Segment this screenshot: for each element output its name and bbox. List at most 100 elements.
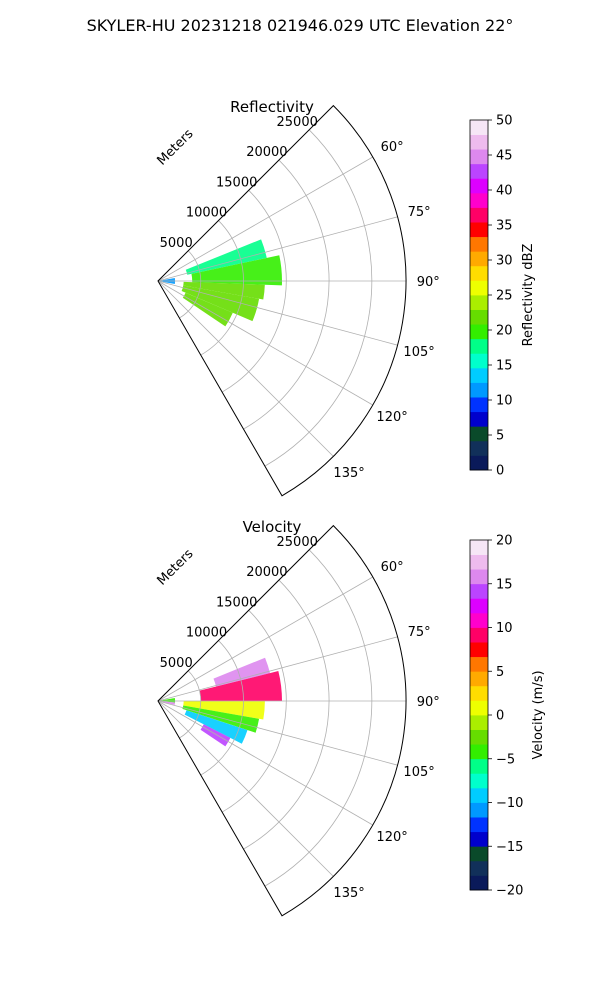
reflectivity-range-ring-1 [200, 220, 244, 356]
reflectivity-colorbar-tick-label-2: 10 [496, 394, 513, 409]
reflectivity-echo-region-1 [191, 255, 282, 286]
velocity-panel: Velocity 60° 75° 90° 105° 120° 135° 5000 10000 1… [155, 518, 546, 917]
reflectivity-azimuth-spoke-3 [157, 280, 398, 346]
reflectivity-colorbar-swatch-19 [470, 178, 488, 194]
velocity-tick-labels: 60° 75° 90° 105° 120° 135° 5000 10000 15000 20000… [160, 535, 440, 901]
reflectivity-colorbar: 0 5 10 15 20 25 30 35 40 45 50 [469, 114, 513, 479]
reflectivity-range-tick-label-4: 25000 [277, 115, 318, 130]
velocity-colorbar-tick-label-1: −15 [496, 840, 523, 855]
velocity-colorbar: −20 −15 −10 −5 0 5 10 15 20 [469, 534, 523, 899]
velocity-azimuth-spoke-4 [157, 700, 373, 826]
velocity-range-tick-label-1: 10000 [186, 626, 227, 641]
reflectivity-azimuth-tick-label-5: 135° [333, 466, 364, 481]
velocity-colorbar-swatch-22 [470, 554, 488, 570]
reflectivity-colorbar-tick-label-3: 15 [496, 359, 513, 374]
reflectivity-colorbar-swatch-2 [470, 426, 488, 442]
velocity-azimuth-spoke-5 [157, 700, 334, 877]
reflectivity-azimuth-tick-label-1: 75° [408, 205, 431, 220]
velocity-range-axis-label: Meters [155, 546, 197, 588]
reflectivity-colorbar-swatch-6 [470, 367, 488, 383]
reflectivity-colorbar-swatch-0 [470, 455, 488, 471]
velocity-colorbar-swatch-17 [470, 627, 488, 643]
reflectivity-sector-frame [157, 104, 407, 497]
velocity-azimuth-tick-label-2: 90° [417, 695, 440, 710]
velocity-azimuth-spoke-0 [157, 576, 373, 702]
reflectivity-colorbar-swatch-3 [470, 411, 488, 427]
reflectivity-colorbar-swatch-10 [470, 309, 488, 325]
velocity-sector-frame [157, 524, 407, 917]
velocity-echo-region-4 [184, 710, 248, 744]
velocity-echo-region-2 [183, 701, 265, 720]
velocity-colorbar-swatch-6 [470, 787, 488, 803]
velocity-range-tick-label-2: 15000 [216, 595, 257, 610]
reflectivity-colorbar-tick-label-5: 25 [496, 289, 513, 304]
reflectivity-colorbar-tick-label-10: 50 [496, 114, 513, 129]
reflectivity-echo-region-2 [183, 281, 265, 300]
velocity-colorbar-swatch-10 [470, 729, 488, 745]
reflectivity-colorbar-swatch-22 [470, 134, 488, 150]
reflectivity-title: Reflectivity [230, 98, 314, 116]
reflectivity-azimuth-spoke-4 [157, 280, 373, 406]
velocity-colorbar-tick-label-4: 0 [496, 709, 504, 724]
velocity-azimuth-tick-label-4: 120° [376, 830, 407, 845]
reflectivity-colorbar-swatch-11 [470, 295, 488, 310]
reflectivity-azimuth-tick-label-2: 90° [417, 275, 440, 290]
reflectivity-colorbar-swatch-17 [470, 207, 488, 223]
reflectivity-colorbar-swatch-12 [470, 280, 488, 296]
velocity-colorbar-label: Velocity (m/s) [531, 670, 546, 759]
velocity-colorbar-swatch-18 [470, 612, 488, 628]
reflectivity-range-tick-label-0: 5000 [160, 236, 193, 251]
reflectivity-azimuth-spoke-1 [157, 216, 398, 282]
velocity-colorbar-tick-label-0: −20 [496, 884, 523, 899]
reflectivity-colorbar-tick-label-1: 5 [496, 429, 504, 444]
reflectivity-colorbar-swatch-21 [470, 149, 488, 165]
reflectivity-echo-region-0 [185, 239, 267, 275]
velocity-colorbar-tick-label-2: −10 [496, 796, 523, 811]
reflectivity-azimuth-tick-label-4: 120° [376, 410, 407, 425]
reflectivity-panel: Reflectivity 60° 75° 90° 105° 120° 135° 5000 10… [155, 98, 536, 497]
velocity-colorbar-swatch-9 [470, 744, 488, 760]
velocity-range-tick-label-4: 25000 [277, 535, 318, 550]
velocity-colorbar-swatch-14 [470, 671, 488, 687]
velocity-grid [157, 524, 407, 917]
velocity-range-ring-0 [179, 670, 202, 739]
reflectivity-range-ring-0 [179, 250, 202, 319]
reflectivity-colorbar-swatch-20 [470, 163, 488, 179]
velocity-colorbar-tick-label-7: 15 [496, 577, 513, 592]
reflectivity-echo-region-3 [181, 285, 260, 322]
velocity-colorbar-tick-label-8: 20 [496, 534, 513, 549]
reflectivity-colorbar-swatch-14 [470, 251, 488, 267]
reflectivity-azimuth-tick-label-3: 105° [403, 345, 434, 360]
velocity-colorbar-swatch-7 [470, 773, 488, 789]
reflectivity-colorbar-swatch-16 [470, 222, 488, 238]
velocity-colorbar-swatch-19 [470, 598, 488, 614]
velocity-colorbar-tick-label-6: 10 [496, 621, 513, 636]
reflectivity-tick-labels: 60° 75° 90° 105° 120° 135° 5000 10000 15000 20000… [160, 115, 440, 481]
reflectivity-azimuth-spoke-0 [157, 156, 373, 282]
velocity-colorbar-swatch-1 [470, 860, 488, 876]
reflectivity-range-tick-label-3: 20000 [246, 145, 287, 160]
velocity-range-ring-4 [264, 549, 373, 887]
reflectivity-colorbar-tick-label-7: 35 [496, 219, 513, 234]
velocity-range-tick-label-3: 20000 [246, 565, 287, 580]
velocity-echo-region-1 [199, 671, 282, 701]
velocity-colorbar-swatch-12 [470, 700, 488, 716]
reflectivity-colorbar-swatch-13 [470, 265, 488, 281]
velocity-azimuth-tick-label-0: 60° [381, 560, 404, 575]
reflectivity-range-ring-2 [221, 190, 287, 393]
velocity-colorbar-swatch-0 [470, 875, 488, 891]
reflectivity-azimuth-tick-label-0: 60° [381, 140, 404, 155]
reflectivity-colorbar-tick-label-4: 20 [496, 324, 513, 339]
velocity-colorbar-swatch-5 [470, 802, 488, 818]
reflectivity-range-ring-4 [264, 129, 373, 467]
reflectivity-range-tick-label-2: 15000 [216, 175, 257, 190]
reflectivity-azimuth-spoke-5 [157, 280, 334, 457]
velocity-colorbar-swatch-15 [470, 656, 488, 672]
velocity-colorbar-tick-label-5: 5 [496, 665, 504, 680]
reflectivity-colorbar-swatch-15 [470, 236, 488, 252]
reflectivity-colorbar-tick-label-8: 40 [496, 184, 513, 199]
velocity-range-ring-1 [200, 640, 244, 776]
velocity-colorbar-swatch-3 [470, 831, 488, 847]
reflectivity-range-axis-label: Meters [155, 126, 197, 168]
